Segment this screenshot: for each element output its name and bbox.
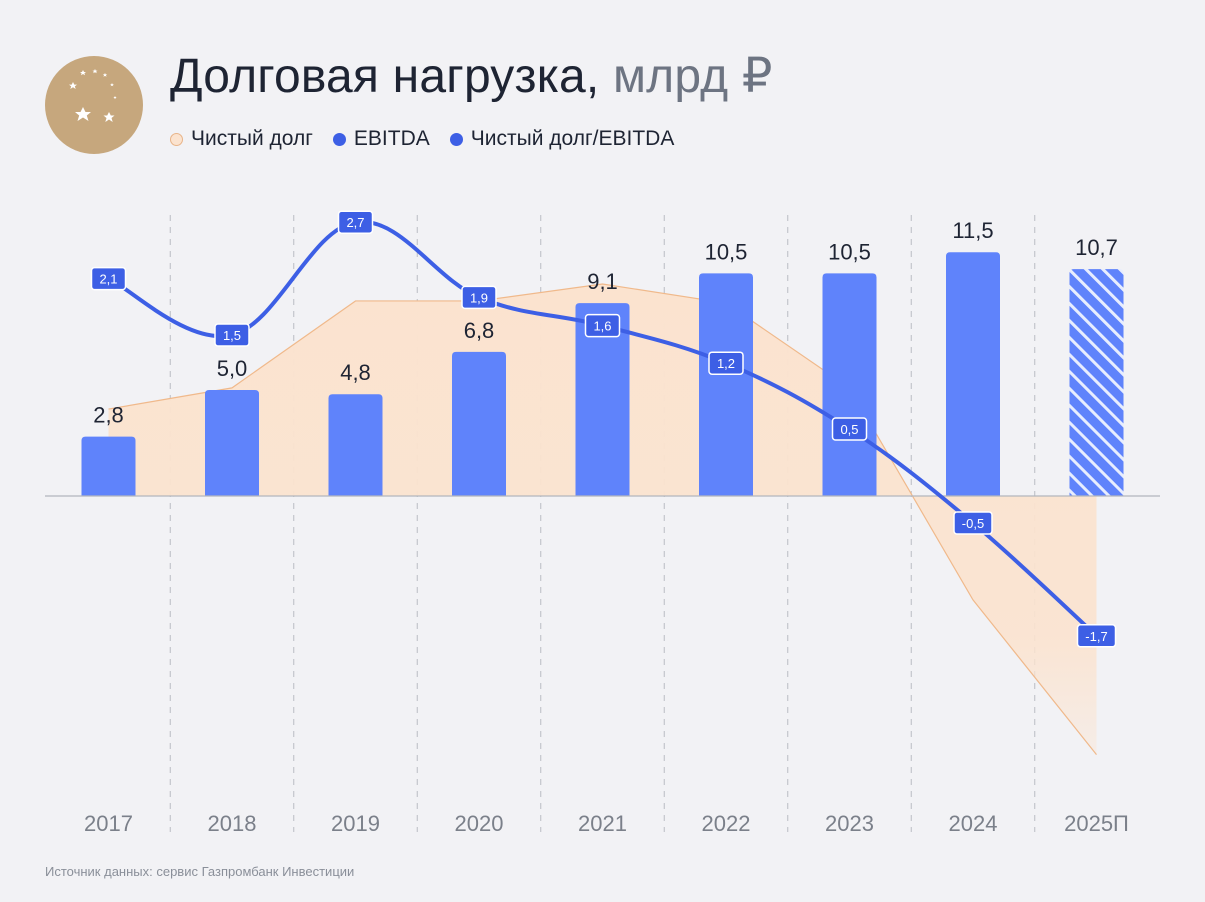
ebitda-bar — [452, 351, 506, 496]
ratio-value-label: 1,2 — [717, 356, 735, 371]
ratio-point: 2,7 — [337, 210, 374, 234]
x-tick-label: 2022 — [702, 811, 751, 836]
x-tick-label: 2018 — [208, 811, 257, 836]
ratio-badge — [953, 511, 993, 535]
x-tick-label: 2024 — [949, 811, 998, 836]
ratio-value-label: 2,1 — [99, 272, 117, 287]
x-tick-label: 2017 — [84, 811, 133, 836]
ratio-badge — [1076, 624, 1117, 648]
legend-item-net-debt: Чистый долг — [170, 127, 313, 151]
ebitda-bar — [699, 273, 753, 496]
legend-swatch-ratio — [449, 132, 463, 146]
ebitda-bar — [946, 252, 1000, 496]
net-debt-area-line — [108, 283, 1097, 756]
ratio-badge — [461, 285, 497, 310]
x-tick-label: 2021 — [578, 811, 627, 836]
ebitda-value-label: 10,5 — [828, 239, 871, 264]
ratio-point: 1,6 — [584, 313, 621, 338]
ebitda-bar — [328, 394, 383, 496]
ebitda-bar — [575, 303, 630, 496]
ratio-badge — [214, 323, 250, 347]
source-note: Источник данных: сервис Газпромбанк Инве… — [45, 864, 355, 879]
legend-label-ebitda: EBITDA — [353, 127, 430, 150]
ebitda-value-label: 6,8 — [464, 318, 495, 343]
ratio-badge — [337, 210, 374, 234]
ebitda-value-label: 10,7 — [1075, 235, 1118, 260]
ebitda-bar — [81, 436, 136, 496]
ratio-line-group: 2,1 1,5 2,7 1,9 1,6 1,2 0,5 -0,5 -1,7 — [90, 210, 1117, 648]
legend: Чистый долг EBITDA Чистый долг/EBITDA — [170, 125, 674, 153]
ratio-point: 0,5 — [831, 417, 868, 441]
title-main: Долговая нагрузка, — [170, 50, 600, 103]
legend-label-ratio: Чистый долг/EBITDA — [470, 127, 675, 150]
ratio-point: 1,5 — [214, 323, 250, 347]
chart-title: Долговая нагрузка, млрд ₽ — [170, 48, 773, 104]
ratio-badge — [831, 417, 868, 441]
ratio-badge — [584, 313, 621, 338]
ratio-point: -0,5 — [953, 511, 993, 535]
logo-stars-icon — [69, 69, 117, 122]
logo — [45, 56, 143, 154]
ratio-value-label: -0,5 — [962, 516, 984, 531]
ratio-value-label: 1,9 — [470, 290, 488, 305]
x-axis: 2017 2018 2019 2020 2021 2022 2023 2024 2025П — [84, 811, 1129, 836]
x-tick-label: 2025П — [1064, 811, 1129, 836]
ratio-value-label: 1,5 — [223, 328, 241, 343]
x-tick-label: 2020 — [455, 811, 504, 836]
legend-item-ebitda: EBITDA — [332, 127, 430, 151]
ebitda-value-label: 2,8 — [93, 403, 124, 428]
ebitda-value-label: 4,8 — [340, 360, 371, 385]
ratio-point: -1,7 — [1076, 624, 1117, 648]
ratio-badge — [90, 266, 127, 291]
x-tick-label: 2023 — [825, 811, 874, 836]
ratio-badge — [708, 351, 744, 375]
ebitda-value-label: 5,0 — [217, 356, 248, 381]
ratio-value-label: 0,5 — [840, 422, 858, 437]
ratio-value-label: 1,6 — [593, 319, 611, 334]
ratio-value-label: 2,7 — [346, 215, 364, 230]
x-tick-label: 2019 — [331, 811, 380, 836]
ebitda-bars: 2,8 5,0 4,8 6,8 9,1 10,5 10,5 11,5 10,7 — [81, 218, 1124, 496]
ebitda-bar — [205, 390, 259, 496]
legend-item-ratio: Чистый долг/EBITDA — [449, 127, 675, 151]
ebitda-value-label: 11,5 — [952, 218, 993, 243]
title-unit: млрд ₽ — [612, 50, 773, 103]
legend-label-net-debt: Чистый долг — [191, 127, 313, 150]
ebitda-value-label: 9,1 — [587, 269, 618, 294]
legend-swatch-ebitda — [332, 132, 346, 146]
ebitda-bar — [822, 273, 877, 496]
ratio-point: 2,1 — [90, 266, 127, 291]
legend-swatch-net-debt — [170, 132, 183, 146]
ebitda-bar-forecast — [1069, 269, 1124, 496]
ratio-point: 1,2 — [708, 351, 744, 375]
ebitda-value-label: 10,5 — [705, 239, 748, 264]
ratio-point: 1,9 — [461, 285, 497, 310]
ratio-value-label: -1,7 — [1085, 629, 1107, 644]
